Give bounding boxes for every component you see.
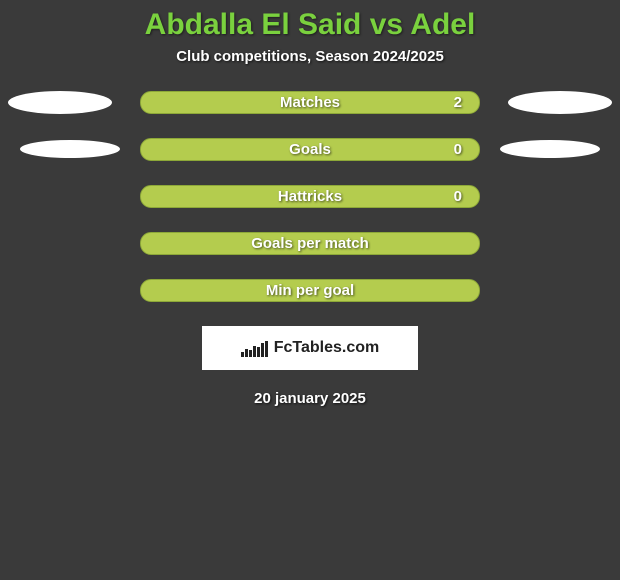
stat-value-right: 0 bbox=[140, 138, 480, 161]
stat-row-goals: Goals 0 bbox=[0, 138, 620, 161]
page-subtitle: Club competitions, Season 2024/2025 bbox=[0, 48, 620, 65]
stats-rows: Matches 2 Goals 0 Hattricks 0 Goals per … bbox=[0, 91, 620, 302]
page-title: Abdalla El Said vs Adel bbox=[0, 8, 620, 42]
stat-row-goals-per-match: Goals per match bbox=[0, 232, 620, 255]
bar-chart-icon bbox=[241, 339, 268, 357]
stat-label: Min per goal bbox=[140, 279, 480, 302]
stat-row-hattricks: Hattricks 0 bbox=[0, 185, 620, 208]
stat-label: Goals per match bbox=[140, 232, 480, 255]
left-bubble bbox=[8, 91, 112, 114]
right-bubble bbox=[500, 140, 600, 158]
stat-value-right: 0 bbox=[140, 185, 480, 208]
stat-row-min-per-goal: Min per goal bbox=[0, 279, 620, 302]
stat-row-matches: Matches 2 bbox=[0, 91, 620, 114]
stat-value-right: 2 bbox=[140, 91, 480, 114]
snapshot-date: 20 january 2025 bbox=[0, 390, 620, 407]
fctables-logo: FcTables.com bbox=[202, 326, 418, 370]
comparison-infographic: Abdalla El Said vs Adel Club competition… bbox=[0, 0, 620, 580]
left-bubble bbox=[20, 140, 120, 158]
right-bubble bbox=[508, 91, 612, 114]
logo-text: FcTables.com bbox=[274, 339, 380, 357]
